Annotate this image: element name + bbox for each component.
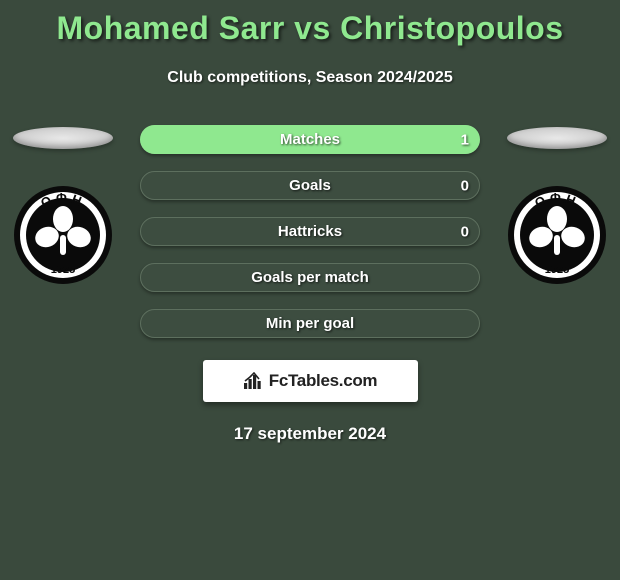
club-logo-right: Ο.Φ.Η. 1925: [507, 185, 607, 285]
avatar-placeholder-left: [13, 127, 113, 149]
brand-box[interactable]: FcTables.com: [203, 360, 418, 402]
stat-value-right: 0: [461, 177, 469, 194]
stat-label: Goals per match: [141, 269, 479, 286]
date: 17 september 2024: [0, 424, 620, 444]
avatar-placeholder-right: [507, 127, 607, 149]
stat-label: Goals: [141, 177, 479, 194]
stat-bars: Matches1Goals0Hattricks0Goals per matchM…: [140, 125, 480, 338]
stat-value-right: 1: [461, 131, 469, 148]
subtitle: Club competitions, Season 2024/2025: [0, 69, 620, 87]
stat-label: Matches: [141, 131, 479, 148]
stat-value-right: 0: [461, 223, 469, 240]
page-title: Mohamed Sarr vs Christopoulos: [0, 0, 620, 47]
stat-row: Hattricks0: [140, 217, 480, 246]
club-logo-left: Ο.Φ.Η. 1925: [13, 185, 113, 285]
stat-label: Hattricks: [141, 223, 479, 240]
player-right-column: Ο.Φ.Η. 1925: [502, 125, 612, 285]
club-year-right: 1925: [545, 264, 569, 276]
brand-text: FcTables.com: [269, 371, 378, 391]
stat-row: Min per goal: [140, 309, 480, 338]
stat-row: Goals0: [140, 171, 480, 200]
stat-label: Min per goal: [141, 315, 479, 332]
comparison-content: Ο.Φ.Η. 1925 Ο.Φ.Η.: [0, 125, 620, 444]
stat-row: Goals per match: [140, 263, 480, 292]
stat-row: Matches1: [140, 125, 480, 154]
club-year-left: 1925: [51, 264, 75, 276]
bar-chart-icon: [243, 372, 263, 390]
player-left-column: Ο.Φ.Η. 1925: [8, 125, 118, 285]
